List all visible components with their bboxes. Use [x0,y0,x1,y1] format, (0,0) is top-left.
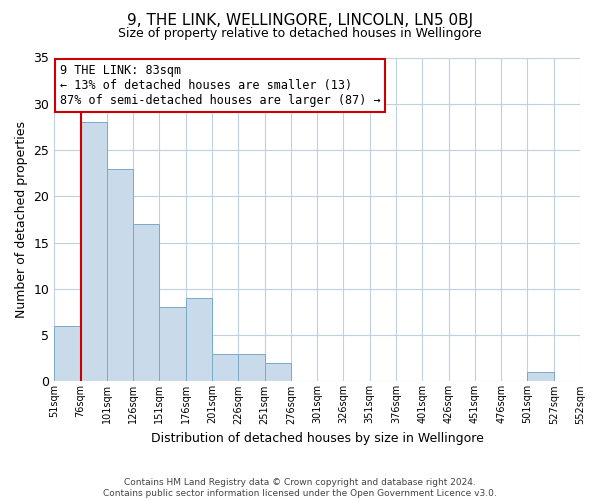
Bar [527,372,554,382]
Text: 9, THE LINK, WELLINGORE, LINCOLN, LN5 0BJ: 9, THE LINK, WELLINGORE, LINCOLN, LN5 0B… [127,12,473,28]
Bar [186,298,212,382]
Bar [212,354,238,382]
Bar [238,354,265,382]
Bar [80,122,107,382]
Bar [160,308,186,382]
Text: 9 THE LINK: 83sqm
← 13% of detached houses are smaller (13)
87% of semi-detached: 9 THE LINK: 83sqm ← 13% of detached hous… [59,64,380,107]
Text: Contains HM Land Registry data © Crown copyright and database right 2024.
Contai: Contains HM Land Registry data © Crown c… [103,478,497,498]
Text: Size of property relative to detached houses in Wellingore: Size of property relative to detached ho… [118,28,482,40]
Bar [265,363,291,382]
Y-axis label: Number of detached properties: Number of detached properties [15,121,28,318]
Bar [54,326,80,382]
Bar [107,168,133,382]
Bar [133,224,160,382]
X-axis label: Distribution of detached houses by size in Wellingore: Distribution of detached houses by size … [151,432,484,445]
